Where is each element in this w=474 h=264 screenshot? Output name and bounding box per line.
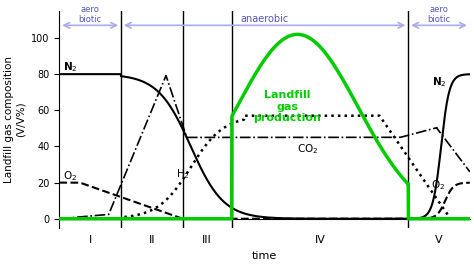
Y-axis label: Landfill gas composition
(V/V%): Landfill gas composition (V/V%)	[4, 56, 26, 183]
Text: IV: IV	[315, 235, 326, 245]
Text: anaerobic: anaerobic	[240, 15, 289, 25]
Text: I: I	[89, 235, 92, 245]
Text: Landfill
gas
production: Landfill gas production	[253, 90, 321, 123]
Text: II: II	[148, 235, 155, 245]
Text: N$_2$: N$_2$	[63, 60, 77, 74]
Text: time: time	[252, 251, 277, 261]
Text: H$_2$: H$_2$	[176, 167, 190, 181]
Text: N$_2$: N$_2$	[432, 75, 447, 89]
Text: aero
biotic: aero biotic	[79, 5, 102, 25]
Text: III: III	[202, 235, 212, 245]
Text: O$_2$: O$_2$	[431, 178, 445, 192]
Text: V: V	[435, 235, 443, 245]
Text: aero
biotic: aero biotic	[428, 5, 451, 25]
Text: O$_2$: O$_2$	[63, 169, 77, 183]
Text: CO$_2$: CO$_2$	[298, 142, 319, 156]
